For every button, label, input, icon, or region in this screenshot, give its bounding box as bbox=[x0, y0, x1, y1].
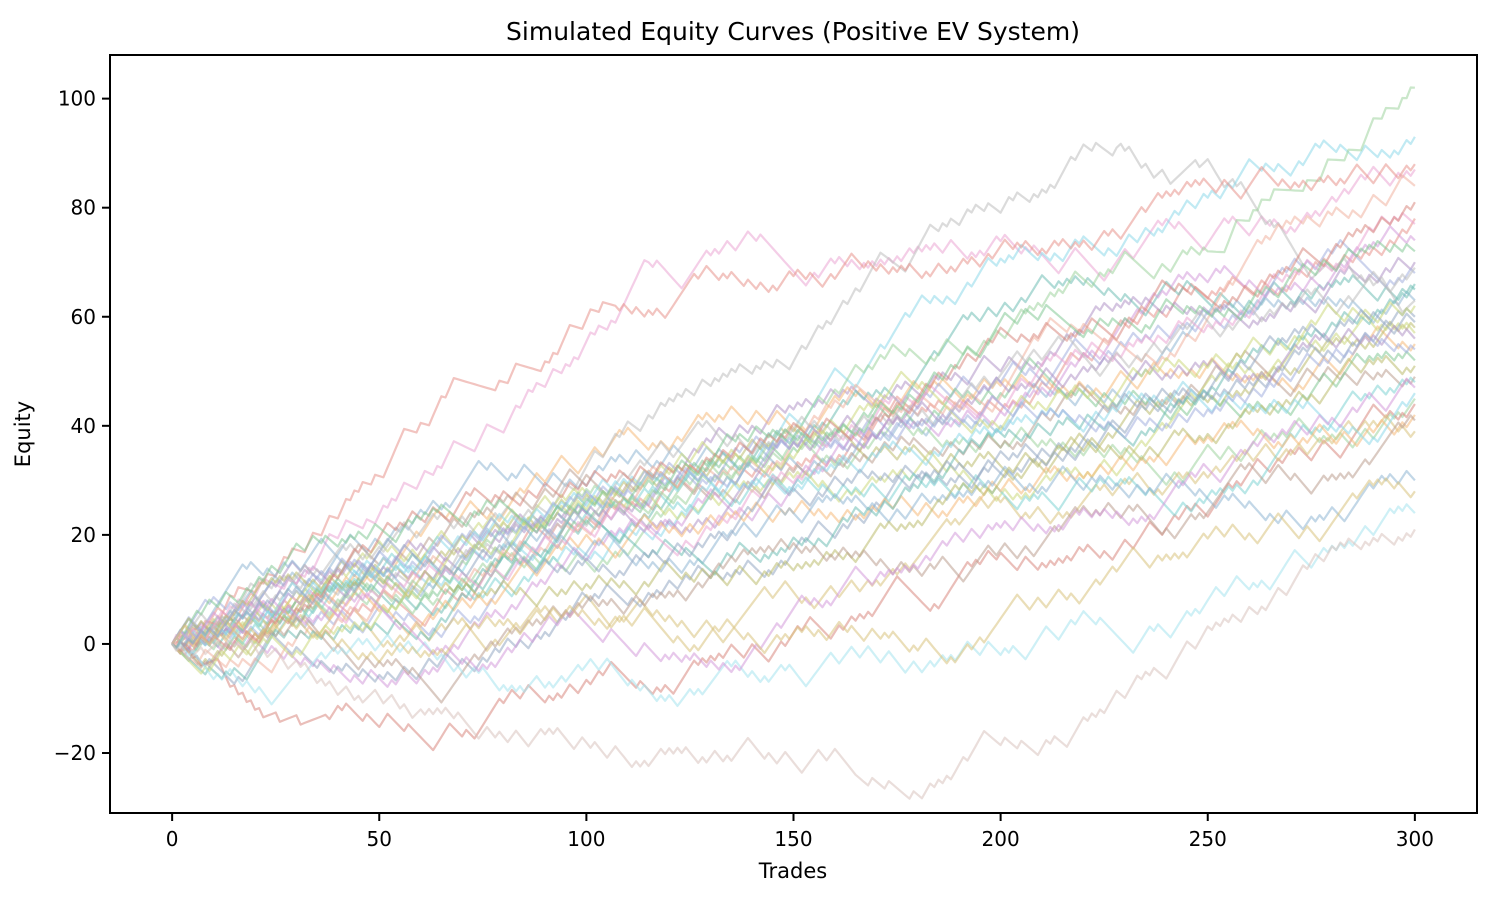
y-tick-label: 20 bbox=[71, 523, 96, 547]
curves-layer bbox=[171, 86, 1416, 800]
y-tick-label: 60 bbox=[71, 305, 96, 329]
x-tick-label: 200 bbox=[982, 827, 1020, 851]
equity-curve-sim-27 bbox=[171, 212, 1416, 649]
y-axis-label: Equity bbox=[11, 401, 35, 467]
equity-curve-sim-32 bbox=[171, 301, 1416, 675]
equity-curve-sim-33 bbox=[171, 201, 1416, 653]
y-tick-label: 0 bbox=[83, 632, 96, 656]
y-tick-label: −20 bbox=[54, 741, 96, 765]
equity-curve-sim-23 bbox=[171, 414, 1416, 655]
equity-curve-sim-28 bbox=[171, 354, 1416, 645]
chart-title: Simulated Equity Curves (Positive EV Sys… bbox=[506, 17, 1080, 46]
equity-curve-sim-29 bbox=[171, 267, 1416, 645]
equity-curve-sim-07 bbox=[171, 320, 1416, 667]
x-tick-label: 50 bbox=[367, 827, 392, 851]
equity-curve-sim-36 bbox=[171, 240, 1416, 649]
equity-curve-sim-24 bbox=[171, 163, 1416, 647]
x-tick-label: 0 bbox=[166, 827, 179, 851]
equity-curve-sim-40 bbox=[171, 528, 1416, 800]
y-tick-label: 100 bbox=[58, 87, 96, 111]
x-tick-label: 300 bbox=[1396, 827, 1434, 851]
x-tick-label: 250 bbox=[1189, 827, 1227, 851]
y-tick-label: 80 bbox=[71, 196, 96, 220]
equity-curve-sim-38 bbox=[171, 477, 1416, 665]
equity-curve-sim-35 bbox=[171, 503, 1416, 708]
equity-curve-sim-08 bbox=[171, 165, 1416, 645]
equity-curve-sim-37 bbox=[171, 377, 1416, 674]
equity-curve-sim-21 bbox=[171, 86, 1415, 651]
y-tick-label: 40 bbox=[71, 414, 96, 438]
equity-curve-sim-17 bbox=[171, 414, 1416, 652]
equity-curve-sim-39 bbox=[171, 309, 1416, 650]
equity-curve-sim-25 bbox=[171, 465, 1416, 645]
x-tick-label: 100 bbox=[567, 827, 605, 851]
x-axis-label: Trades bbox=[758, 859, 827, 883]
equity-curve-sim-31 bbox=[171, 380, 1416, 650]
ticks-layer: 0 50 100 150 200 250 300 −20 0 20 40 60 80 100 bbox=[54, 87, 1434, 851]
x-tick-label: 150 bbox=[774, 827, 812, 851]
equity-curve-sim-12 bbox=[171, 313, 1416, 645]
